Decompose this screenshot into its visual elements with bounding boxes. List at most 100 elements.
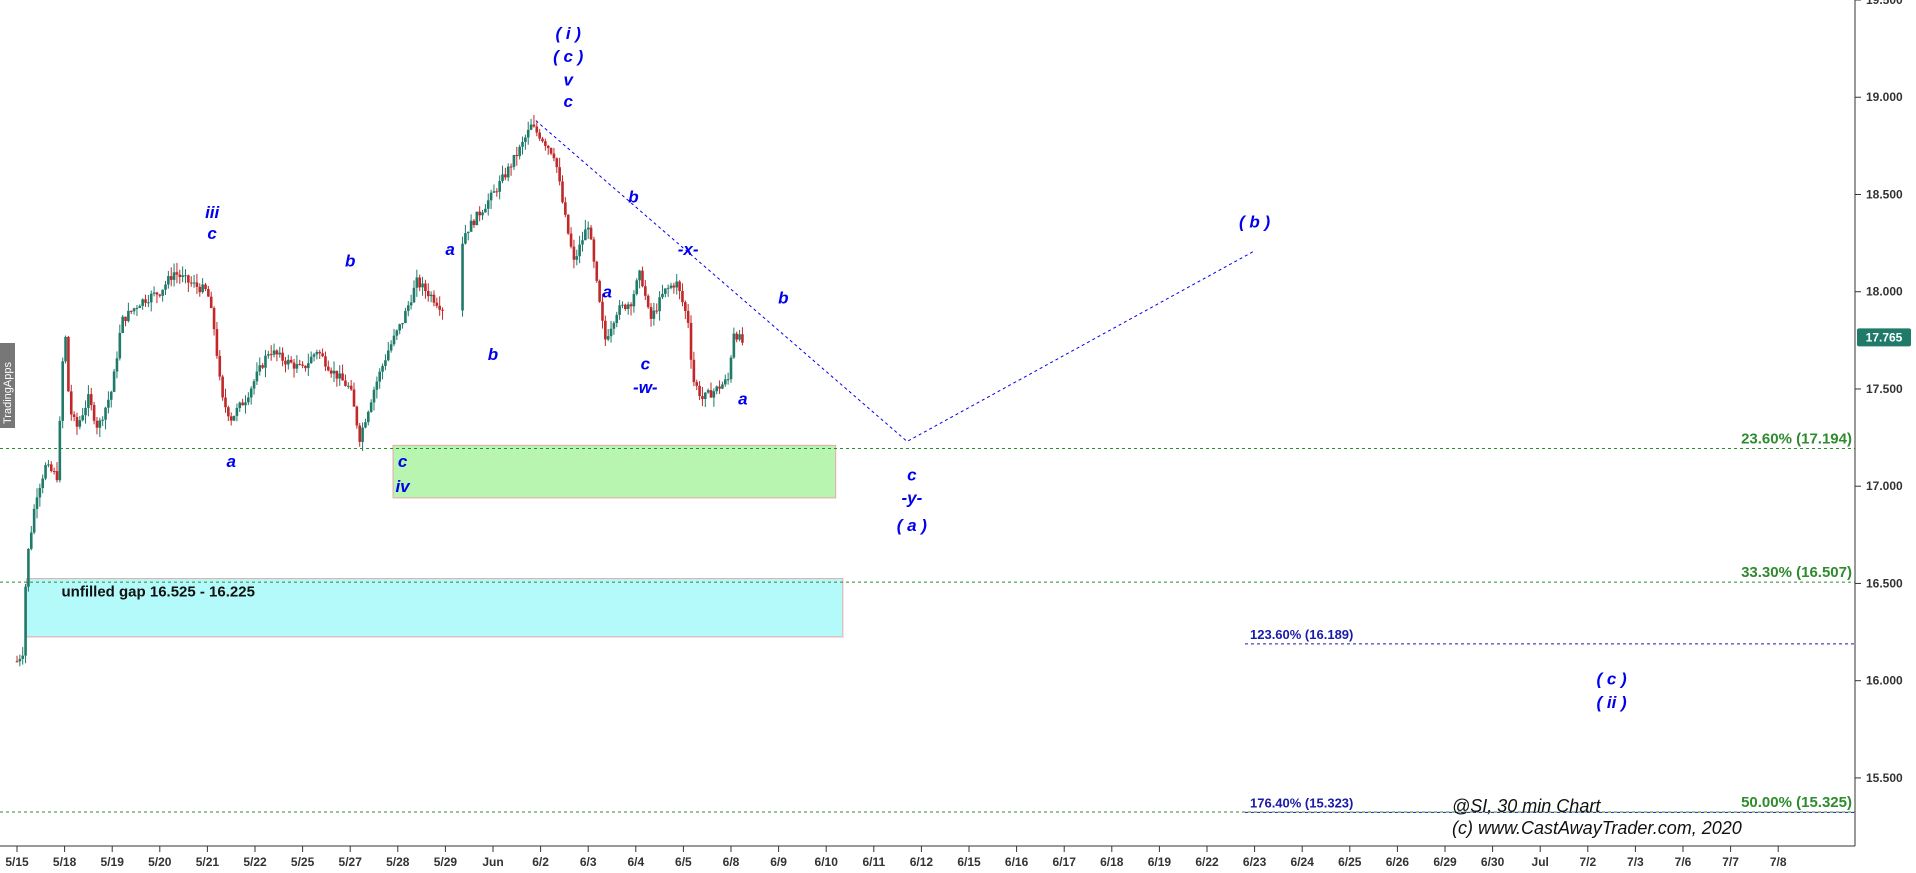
x-tick-label-5: 5/22 (243, 855, 267, 869)
candle-body (432, 294, 436, 303)
candle-body (221, 376, 224, 398)
candle-body (124, 316, 127, 322)
x-tick-label-10: Jun (482, 855, 503, 869)
candle-body (224, 397, 227, 408)
candle-body (735, 333, 739, 340)
candle-body (526, 129, 530, 138)
candle-body (532, 124, 536, 127)
x-tick-label-2: 5/19 (101, 855, 125, 869)
candle-body (72, 414, 76, 417)
candle-body (504, 174, 507, 178)
candle-body (429, 294, 433, 297)
candle-body (132, 308, 136, 312)
candle-body (421, 283, 424, 288)
candle-body (364, 422, 367, 428)
candle-body (604, 320, 607, 340)
candle-body (478, 211, 481, 216)
candle-body (424, 283, 427, 292)
wave-label-10: a (445, 240, 454, 259)
candle-body (64, 336, 67, 362)
credit-line-1: @SI, 30 min Chart (1452, 796, 1601, 816)
candle-body (175, 272, 179, 275)
x-tick-label-0: 5/15 (5, 855, 29, 869)
candle-body (741, 334, 744, 343)
candle-body (141, 299, 144, 306)
candle-body (289, 359, 293, 363)
x-tick-label-11: 6/2 (532, 855, 549, 869)
candle-body (52, 470, 56, 472)
candle-body (195, 282, 199, 287)
candle-body (329, 370, 333, 374)
candle-body (304, 365, 307, 369)
candle-body (484, 208, 487, 213)
candle-body (215, 329, 219, 356)
candle-body (169, 276, 173, 280)
candle-body (418, 277, 421, 288)
candle-body (395, 330, 399, 336)
candle-body (723, 379, 727, 385)
candle-body (284, 360, 287, 365)
candle-body (475, 211, 479, 226)
candle-body (44, 465, 47, 479)
wave-label-11: b (488, 345, 498, 364)
candle-body (135, 307, 139, 309)
x-tick-label-31: 6/30 (1481, 855, 1505, 869)
x-tick-label-27: 6/24 (1291, 855, 1315, 869)
candle-body (287, 359, 290, 365)
x-tick-label-14: 6/5 (675, 855, 692, 869)
candle-body (344, 380, 347, 386)
x-tick-label-9: 5/29 (434, 855, 458, 869)
candle-body (49, 464, 53, 471)
candle-body (701, 396, 704, 399)
candle-body (67, 336, 70, 392)
candle-body (332, 370, 336, 374)
candle-body (164, 284, 167, 290)
candle-body (147, 302, 150, 304)
candle-body (109, 391, 113, 400)
candle-body (438, 305, 441, 310)
wave-label-18: a (738, 390, 747, 409)
candle-body (187, 275, 190, 283)
zone-label-1: unfilled gap 16.525 - 16.225 (62, 584, 255, 601)
candle-body (595, 261, 599, 281)
candle-body (149, 293, 153, 303)
candle-body (689, 322, 693, 360)
candle-body (275, 350, 279, 355)
candle-body (486, 200, 490, 209)
candle-body (115, 358, 119, 372)
candle-body (409, 302, 413, 306)
wave-label-24: ( ii ) (1596, 693, 1627, 712)
candle-body (118, 332, 122, 359)
candle-body (355, 406, 359, 426)
candle-body (55, 471, 59, 481)
x-tick-label-26: 6/23 (1243, 855, 1267, 869)
wave-label-22: ( b ) (1239, 213, 1270, 232)
wave-label-20: -y- (901, 489, 922, 508)
x-tick-label-35: 7/6 (1675, 855, 1692, 869)
candle-body (658, 297, 661, 312)
candle-body (584, 229, 587, 241)
candle-body (27, 548, 30, 587)
candle-body (501, 174, 504, 182)
candle-body (201, 284, 204, 293)
candle-body (715, 386, 719, 392)
candle-body (89, 394, 93, 406)
candle-body (669, 285, 673, 288)
x-tick-label-24: 6/19 (1148, 855, 1172, 869)
candle-body (538, 132, 541, 139)
y-tick-label-8: 19.500 (1866, 0, 1903, 7)
x-tick-label-4: 5/21 (196, 855, 220, 869)
candle-body (361, 427, 364, 442)
x-tick-label-29: 6/26 (1386, 855, 1410, 869)
candle-body (615, 314, 619, 324)
candle-body (349, 385, 353, 390)
candle-body (535, 126, 539, 133)
projection-layer (535, 120, 1255, 443)
candle-body (649, 307, 653, 319)
candle-body (207, 289, 210, 297)
candle-body (672, 285, 676, 288)
candle-body (406, 305, 410, 311)
candle-body (84, 407, 87, 416)
candle-body (158, 294, 162, 296)
candle-body (58, 420, 62, 481)
